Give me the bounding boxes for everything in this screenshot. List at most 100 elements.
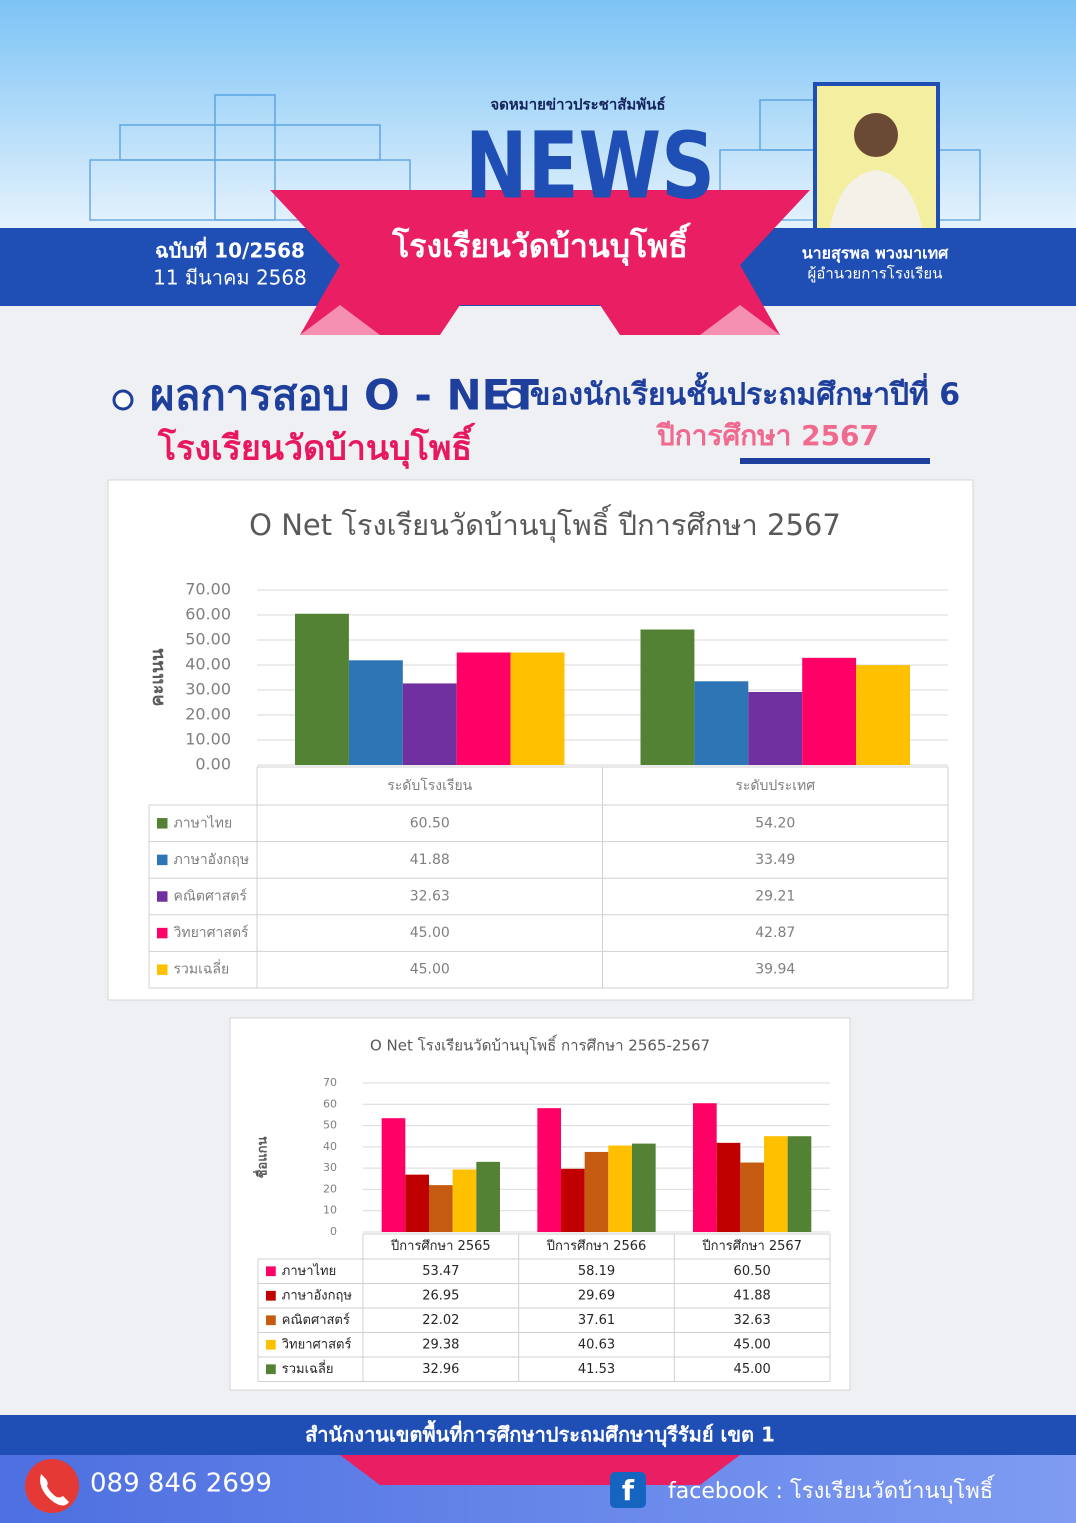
ribbon-fold (300, 305, 380, 335)
y-tick-label: 70.00 (185, 580, 231, 599)
news-title: NEWS (465, 112, 715, 219)
bar (402, 683, 457, 765)
table-value: 41.88 (410, 852, 450, 868)
legend-label: วิทยาศาสตร์ (281, 1336, 351, 1352)
facebook-icon (610, 1472, 646, 1508)
x-tick-label: ปีการศึกษา 2565 (390, 1238, 491, 1254)
legend-swatch (157, 964, 168, 975)
bar (456, 652, 511, 765)
bar (476, 1161, 500, 1232)
table-value: 40.63 (578, 1337, 615, 1352)
issue-date: 11 มีนาคม 2568 (153, 266, 307, 290)
y-tick-label: 40.00 (185, 655, 231, 674)
legend-label: รวมเฉลี่ย (282, 1360, 334, 1377)
table-value: 45.00 (734, 1337, 771, 1352)
chart-title: O Net โรงเรียนวัดบ้านบุโพธิ์ การศึกษา 25… (370, 1035, 710, 1056)
table-value: 53.47 (422, 1264, 459, 1279)
issue: ฉบับที่ 10/2568 (155, 236, 305, 263)
photo-body (830, 170, 922, 228)
bar (694, 681, 749, 765)
bar (640, 629, 695, 765)
legend-label: ภาษาไทย (282, 1263, 336, 1279)
table-value: 54.20 (755, 815, 795, 831)
y-tick-label: 60 (323, 1097, 337, 1110)
ribbon-fold (700, 305, 780, 335)
bar (787, 1136, 812, 1232)
legend-swatch (157, 854, 168, 866)
legend-swatch (266, 1266, 276, 1277)
y-tick-label: 50 (323, 1119, 337, 1132)
table-value: 41.88 (734, 1288, 771, 1303)
office: สำนักงานเขตพื้นที่การศึกษาประถมศึกษาบุรี… (305, 1420, 775, 1448)
y-tick-label: 50.00 (185, 630, 231, 649)
legend-swatch (266, 1290, 276, 1301)
phone: 089 846 2699 (90, 1469, 272, 1499)
photo-head (854, 113, 898, 157)
underline (740, 458, 930, 464)
y-axis-label: ชื่อแกน (253, 1137, 271, 1179)
bar (716, 1142, 741, 1232)
facebook-glyph: f (622, 1474, 635, 1507)
bar (748, 691, 803, 765)
kicker: จดหมายข่าวประชาสัมพันธ์ (490, 96, 665, 114)
legend-swatch (266, 1339, 276, 1350)
bar (856, 665, 910, 765)
bar (693, 1103, 717, 1232)
table-value: 39.94 (755, 962, 795, 978)
y-axis-label: คะแนน (147, 648, 168, 707)
bar (631, 1143, 656, 1232)
bar (295, 613, 349, 765)
table-value: 29.21 (755, 889, 795, 905)
legend-label: คณิตศาสตร์ (282, 1312, 350, 1328)
facebook: facebook : โรงเรียนวัดบ้านบุโพธิ์ (668, 1475, 995, 1504)
director-name: นายสุรพล พวงมาเทศ (802, 244, 949, 264)
legend-label: ภาษาอังกฤษ (174, 852, 250, 868)
y-tick-label: 70 (323, 1076, 337, 1089)
table-value: 32.96 (422, 1362, 459, 1377)
legend-swatch (266, 1315, 276, 1326)
x-tick-label: ระดับโรงเรียน (387, 777, 472, 794)
x-tick-label: ปีการศึกษา 2566 (546, 1238, 647, 1254)
legend-label: ภาษาไทย (174, 814, 233, 831)
y-tick-label: 30 (323, 1161, 337, 1174)
table-value: 45.00 (410, 962, 450, 978)
chart-title: O Net โรงเรียนวัดบ้านบุโพธิ์ ปีการศึกษา … (249, 504, 841, 543)
bar (348, 660, 403, 765)
x-tick-label: ปีการศึกษา 2567 (701, 1238, 802, 1254)
bar (561, 1168, 585, 1232)
legend-label: ภาษาอังกฤษ (282, 1288, 353, 1303)
legend-swatch (157, 818, 168, 829)
table-value: 60.50 (734, 1264, 771, 1279)
table-value: 32.63 (410, 889, 450, 905)
legend-label: คณิตศาสตร์ (174, 888, 248, 905)
headline-school: โรงเรียนวัดบ้านบุโพธิ์ (157, 423, 476, 470)
legend-swatch (157, 891, 168, 902)
phone-icon (25, 1459, 79, 1513)
y-tick-label: 30.00 (185, 680, 231, 699)
y-tick-label: 10 (323, 1204, 337, 1217)
table-value: 33.49 (755, 852, 795, 868)
table-value: 45.00 (410, 925, 450, 941)
bullet (503, 387, 525, 409)
y-tick-label: 10.00 (185, 730, 231, 749)
headline: ผลการสอบ O - NET (150, 371, 539, 420)
school-name: โรงเรียนวัดบ้านบุโพธิ์ (391, 222, 692, 267)
bullet (112, 389, 134, 411)
director-role: ผู้อำนวยการโรงเรียน (808, 265, 943, 283)
table-value: 22.02 (422, 1313, 459, 1328)
table-value: 42.87 (755, 925, 795, 941)
bar (740, 1162, 764, 1232)
table-value: 41.53 (578, 1362, 615, 1377)
footer-band (0, 1415, 1076, 1455)
bar (537, 1108, 562, 1232)
y-tick-label: 60.00 (185, 605, 231, 624)
bar (802, 657, 857, 765)
y-tick-label: 0 (330, 1225, 337, 1238)
table-value: 58.19 (578, 1264, 615, 1279)
table-value: 60.50 (410, 815, 450, 831)
legend-label: วิทยาศาสตร์ (173, 924, 249, 941)
headline-year: ปีการศึกษา 2567 (655, 419, 879, 452)
ribbon (270, 190, 810, 335)
